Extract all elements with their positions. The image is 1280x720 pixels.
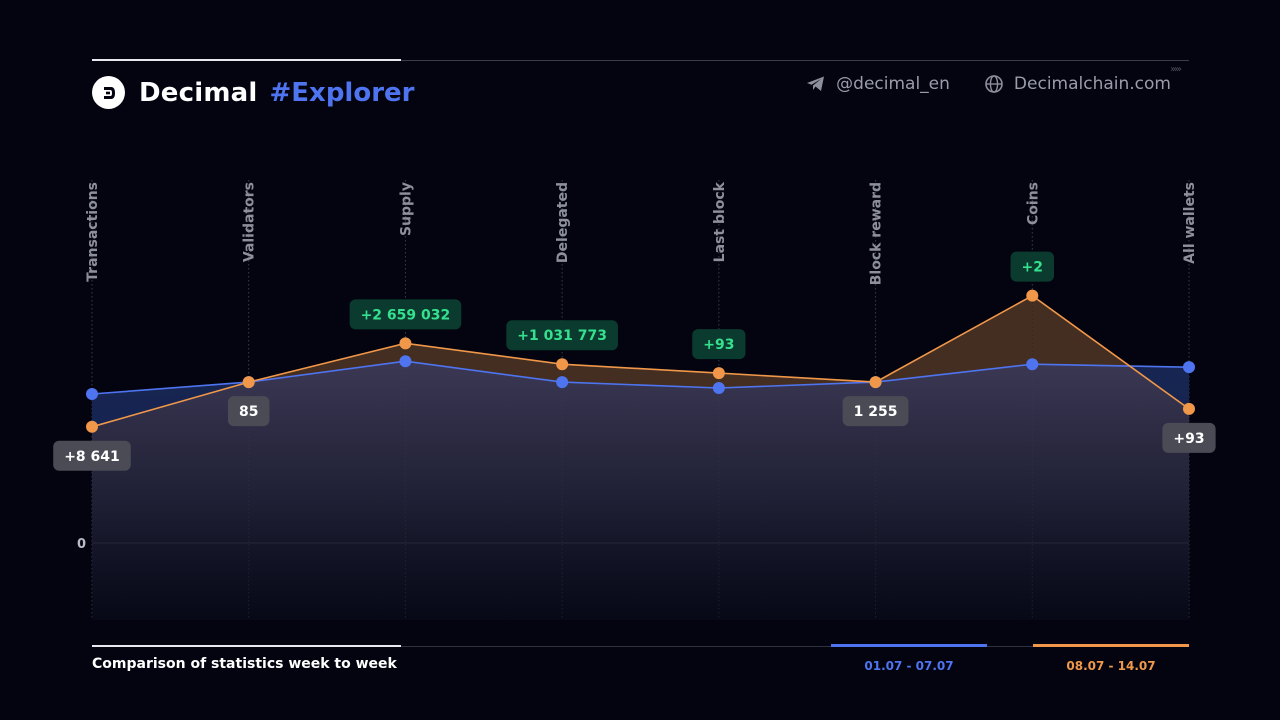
header-divider-accent bbox=[92, 59, 401, 61]
annotation-text: +2 bbox=[1022, 260, 1043, 276]
annotation-text: 85 bbox=[239, 404, 258, 420]
category-label-block-reward: Block reward bbox=[869, 182, 885, 285]
annotation-transactions: +8 641 bbox=[53, 440, 131, 471]
category-label-transactions: Transactions bbox=[85, 182, 101, 282]
zero-tick-label: 0 bbox=[77, 537, 86, 552]
legend-week2: 08.07 - 14.07 bbox=[1033, 644, 1189, 673]
point-week2-all-wallets bbox=[1183, 402, 1195, 415]
legend-week2-swatch bbox=[1033, 644, 1189, 647]
annotation-delegated: +1 031 773 bbox=[506, 320, 618, 351]
category-label-delegated: Delegated bbox=[555, 182, 571, 263]
annotation-badge-bg bbox=[506, 320, 618, 351]
area-week1 bbox=[92, 361, 1189, 620]
annotation-text: 1 255 bbox=[854, 404, 898, 420]
point-week1-coins bbox=[1026, 358, 1039, 371]
point-week1-transactions bbox=[86, 388, 98, 400]
annotation-coins: +2 bbox=[1010, 251, 1055, 282]
telegram-link[interactable]: @decimal_en bbox=[806, 74, 950, 94]
point-week1-delegated bbox=[556, 376, 569, 389]
annotation-all-wallets: +93 bbox=[1162, 422, 1216, 453]
website-url: Decimalchain.com bbox=[1013, 74, 1171, 94]
telegram-icon bbox=[807, 76, 825, 91]
annotation-badge-bg bbox=[1162, 422, 1216, 453]
category-label-validators: Validators bbox=[242, 182, 258, 262]
legend-week1-swatch bbox=[831, 644, 987, 647]
annotation-text: +93 bbox=[1173, 431, 1204, 447]
annotation-last-block: +93 bbox=[692, 329, 746, 360]
category-label-last-block: Last block bbox=[712, 181, 728, 262]
line-week1 bbox=[91, 360, 1190, 395]
social-links: @decimal_en Decimalchain.com bbox=[806, 74, 1171, 94]
brand-logo[interactable]: Decimal #Explorer bbox=[92, 76, 414, 109]
point-week2-block-reward bbox=[869, 376, 882, 389]
telegram-handle: @decimal_en bbox=[836, 74, 950, 94]
annotation-badge-bg bbox=[1010, 251, 1055, 282]
annotation-badge-bg bbox=[349, 299, 462, 330]
category-label-supply: Supply bbox=[398, 182, 414, 236]
annotation-badge-bg bbox=[53, 440, 131, 471]
annotation-validators: 85 bbox=[227, 396, 270, 427]
annotation-text: +1 031 773 bbox=[517, 328, 607, 344]
diff-band-4 bbox=[718, 373, 876, 389]
annotation-block-reward: 1 255 bbox=[842, 396, 909, 427]
footer-divider-accent bbox=[92, 645, 401, 647]
annotation-badge-bg bbox=[227, 396, 270, 427]
point-week1-supply bbox=[399, 355, 412, 368]
annotation-supply: +2 659 032 bbox=[349, 299, 462, 330]
footer-title: Comparison of statistics week to week bbox=[92, 656, 397, 672]
annotation-text: +93 bbox=[703, 337, 734, 353]
website-link[interactable]: Decimalchain.com bbox=[984, 74, 1171, 94]
diff-band-3 bbox=[562, 364, 719, 389]
legend-week2-label: 08.07 - 14.07 bbox=[1066, 659, 1156, 673]
annotation-badge-bg bbox=[842, 396, 909, 427]
footer-divider bbox=[92, 646, 1189, 647]
diff-band-2 bbox=[405, 343, 563, 383]
header-divider bbox=[92, 60, 1189, 61]
point-week1-all-wallets bbox=[1183, 361, 1195, 374]
legend-week1: 01.07 - 07.07 bbox=[831, 644, 987, 673]
chevrons-decoration: ››››› bbox=[1170, 64, 1182, 75]
category-label-coins: Coins bbox=[1025, 182, 1041, 225]
annotation-text: +2 659 032 bbox=[361, 307, 451, 323]
annotation-text: +8 641 bbox=[64, 449, 120, 465]
point-week2-delegated bbox=[556, 358, 569, 371]
legend-week1-label: 01.07 - 07.07 bbox=[864, 659, 954, 673]
line-week2 bbox=[91, 294, 1190, 428]
point-week2-last-block bbox=[712, 367, 725, 380]
annotation-badge-bg bbox=[692, 329, 746, 360]
point-week2-coins bbox=[1026, 289, 1039, 302]
point-week2-transactions bbox=[86, 420, 98, 433]
point-week1-last-block bbox=[712, 382, 725, 395]
point-week2-validators bbox=[242, 376, 255, 389]
brand-name: Decimal bbox=[139, 77, 258, 108]
decimal-logo-icon bbox=[92, 76, 125, 109]
brand-tag: #Explorer bbox=[269, 77, 415, 108]
globe-icon bbox=[985, 75, 1003, 93]
category-label-all-wallets: All wallets bbox=[1182, 182, 1198, 264]
point-week2-supply bbox=[399, 337, 412, 350]
